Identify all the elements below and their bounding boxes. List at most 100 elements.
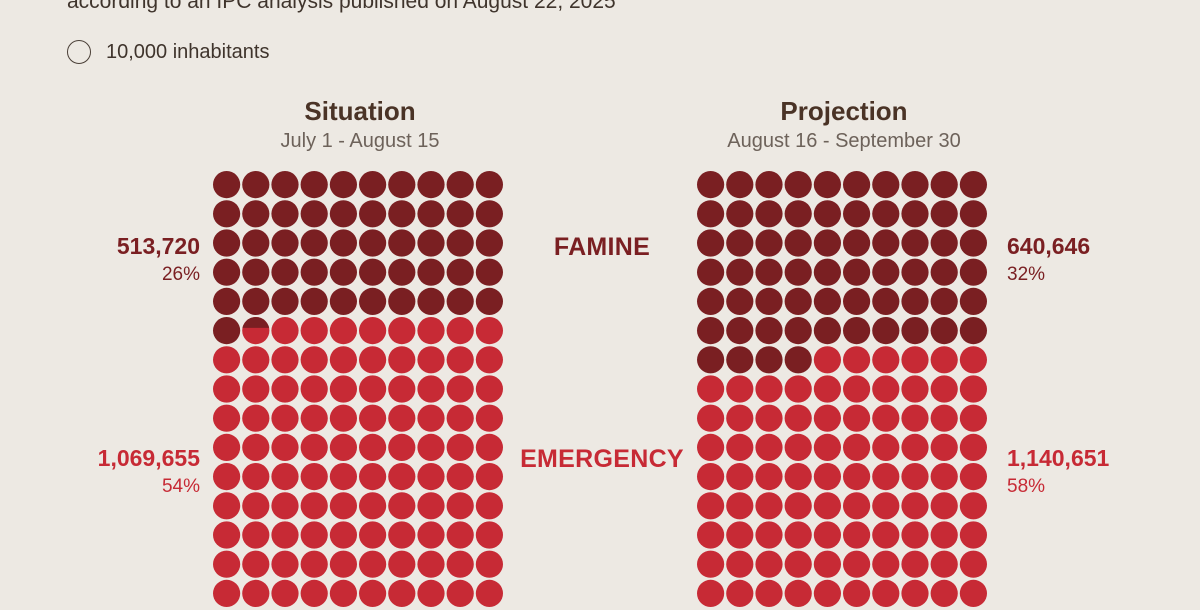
famine-circle [417,229,445,257]
emergency-circle [300,317,328,345]
emergency-circle [388,463,416,491]
emergency-circle [813,521,841,549]
famine-circle [755,229,783,257]
emergency-circle [755,375,783,403]
famine-circle [329,200,357,228]
projection-title: Projection [780,96,908,126]
famine-circle [300,229,328,257]
famine-circle [359,258,387,286]
emergency-circle [901,404,929,432]
emergency-circle [959,346,987,374]
emergency-circle [271,317,299,345]
emergency-circle [300,521,328,549]
emergency-circle [755,550,783,578]
emergency-circle [872,463,900,491]
emergency-circle [446,550,474,578]
famine-circle [813,200,841,228]
emergency-circle [329,492,357,520]
famine-circle [784,171,812,199]
emergency-circle [300,550,328,578]
famine-circle [813,287,841,315]
emergency-circle [475,492,503,520]
famine-circle [726,171,754,199]
famine-circle [959,200,987,228]
emergency-circle [784,550,812,578]
famine-circle [213,258,241,286]
chart-subtitle: according to an IPC analysis published o… [67,0,616,13]
emergency-circle [271,492,299,520]
famine-circle [271,171,299,199]
famine-circle [843,171,871,199]
emergency-circle [843,521,871,549]
emergency-circle [388,521,416,549]
emergency-circle [271,404,299,432]
emergency-circle [300,346,328,374]
emergency-circle [755,579,783,607]
famine-circle [784,229,812,257]
emergency-circle [242,492,270,520]
famine-circle [697,258,725,286]
emergency-circle [843,433,871,461]
emergency-circle [213,521,241,549]
famine-circle [784,200,812,228]
emergency-circle [242,375,270,403]
emergency-circle [475,579,503,607]
emergency-circle [697,579,725,607]
famine-circle [784,287,812,315]
emergency-circle [446,317,474,345]
emergency-circle [755,404,783,432]
projection-emergency-percent: 58% [1007,476,1046,497]
famine-circle [959,258,987,286]
emergency-circle [697,492,725,520]
emergency-circle [446,492,474,520]
emergency-circle [271,375,299,403]
famine-circle [475,229,503,257]
emergency-circle [213,579,241,607]
famine-circle [930,258,958,286]
projection-famine-percent: 32% [1007,264,1046,285]
emergency-circle [417,346,445,374]
famine-circle [872,229,900,257]
emergency-circle [755,463,783,491]
famine-circle [417,287,445,315]
emergency-phase-label: EMERGENCY [520,445,684,473]
famine-circle [359,200,387,228]
emergency-circle [417,375,445,403]
emergency-circle [271,433,299,461]
famine-circle [843,317,871,345]
famine-circle [930,171,958,199]
emergency-circle [959,433,987,461]
emergency-circle [271,463,299,491]
emergency-circle [843,404,871,432]
famine-circle [388,229,416,257]
emergency-circle [901,521,929,549]
emergency-circle [242,550,270,578]
famine-circle [300,200,328,228]
famine-circle [446,171,474,199]
emergency-circle [959,463,987,491]
famine-circle [843,258,871,286]
famine-circle [843,200,871,228]
emergency-circle [242,463,270,491]
famine-circle [242,200,270,228]
famine-circle [446,229,474,257]
emergency-circle [872,521,900,549]
famine-circle [697,200,725,228]
emergency-circle [300,433,328,461]
emergency-circle [755,521,783,549]
famine-circle [901,317,929,345]
emergency-circle [359,346,387,374]
emergency-circle [872,550,900,578]
famine-partial-circle [242,317,270,328]
emergency-circle [872,579,900,607]
emergency-circle [843,463,871,491]
legend-label: 10,000 inhabitants [106,41,270,63]
emergency-circle [300,404,328,432]
emergency-circle [726,579,754,607]
emergency-circle [813,346,841,374]
famine-circle [475,200,503,228]
famine-circle [901,171,929,199]
famine-circle [388,200,416,228]
projection-waffle-grid [697,171,987,607]
famine-circle [959,171,987,199]
